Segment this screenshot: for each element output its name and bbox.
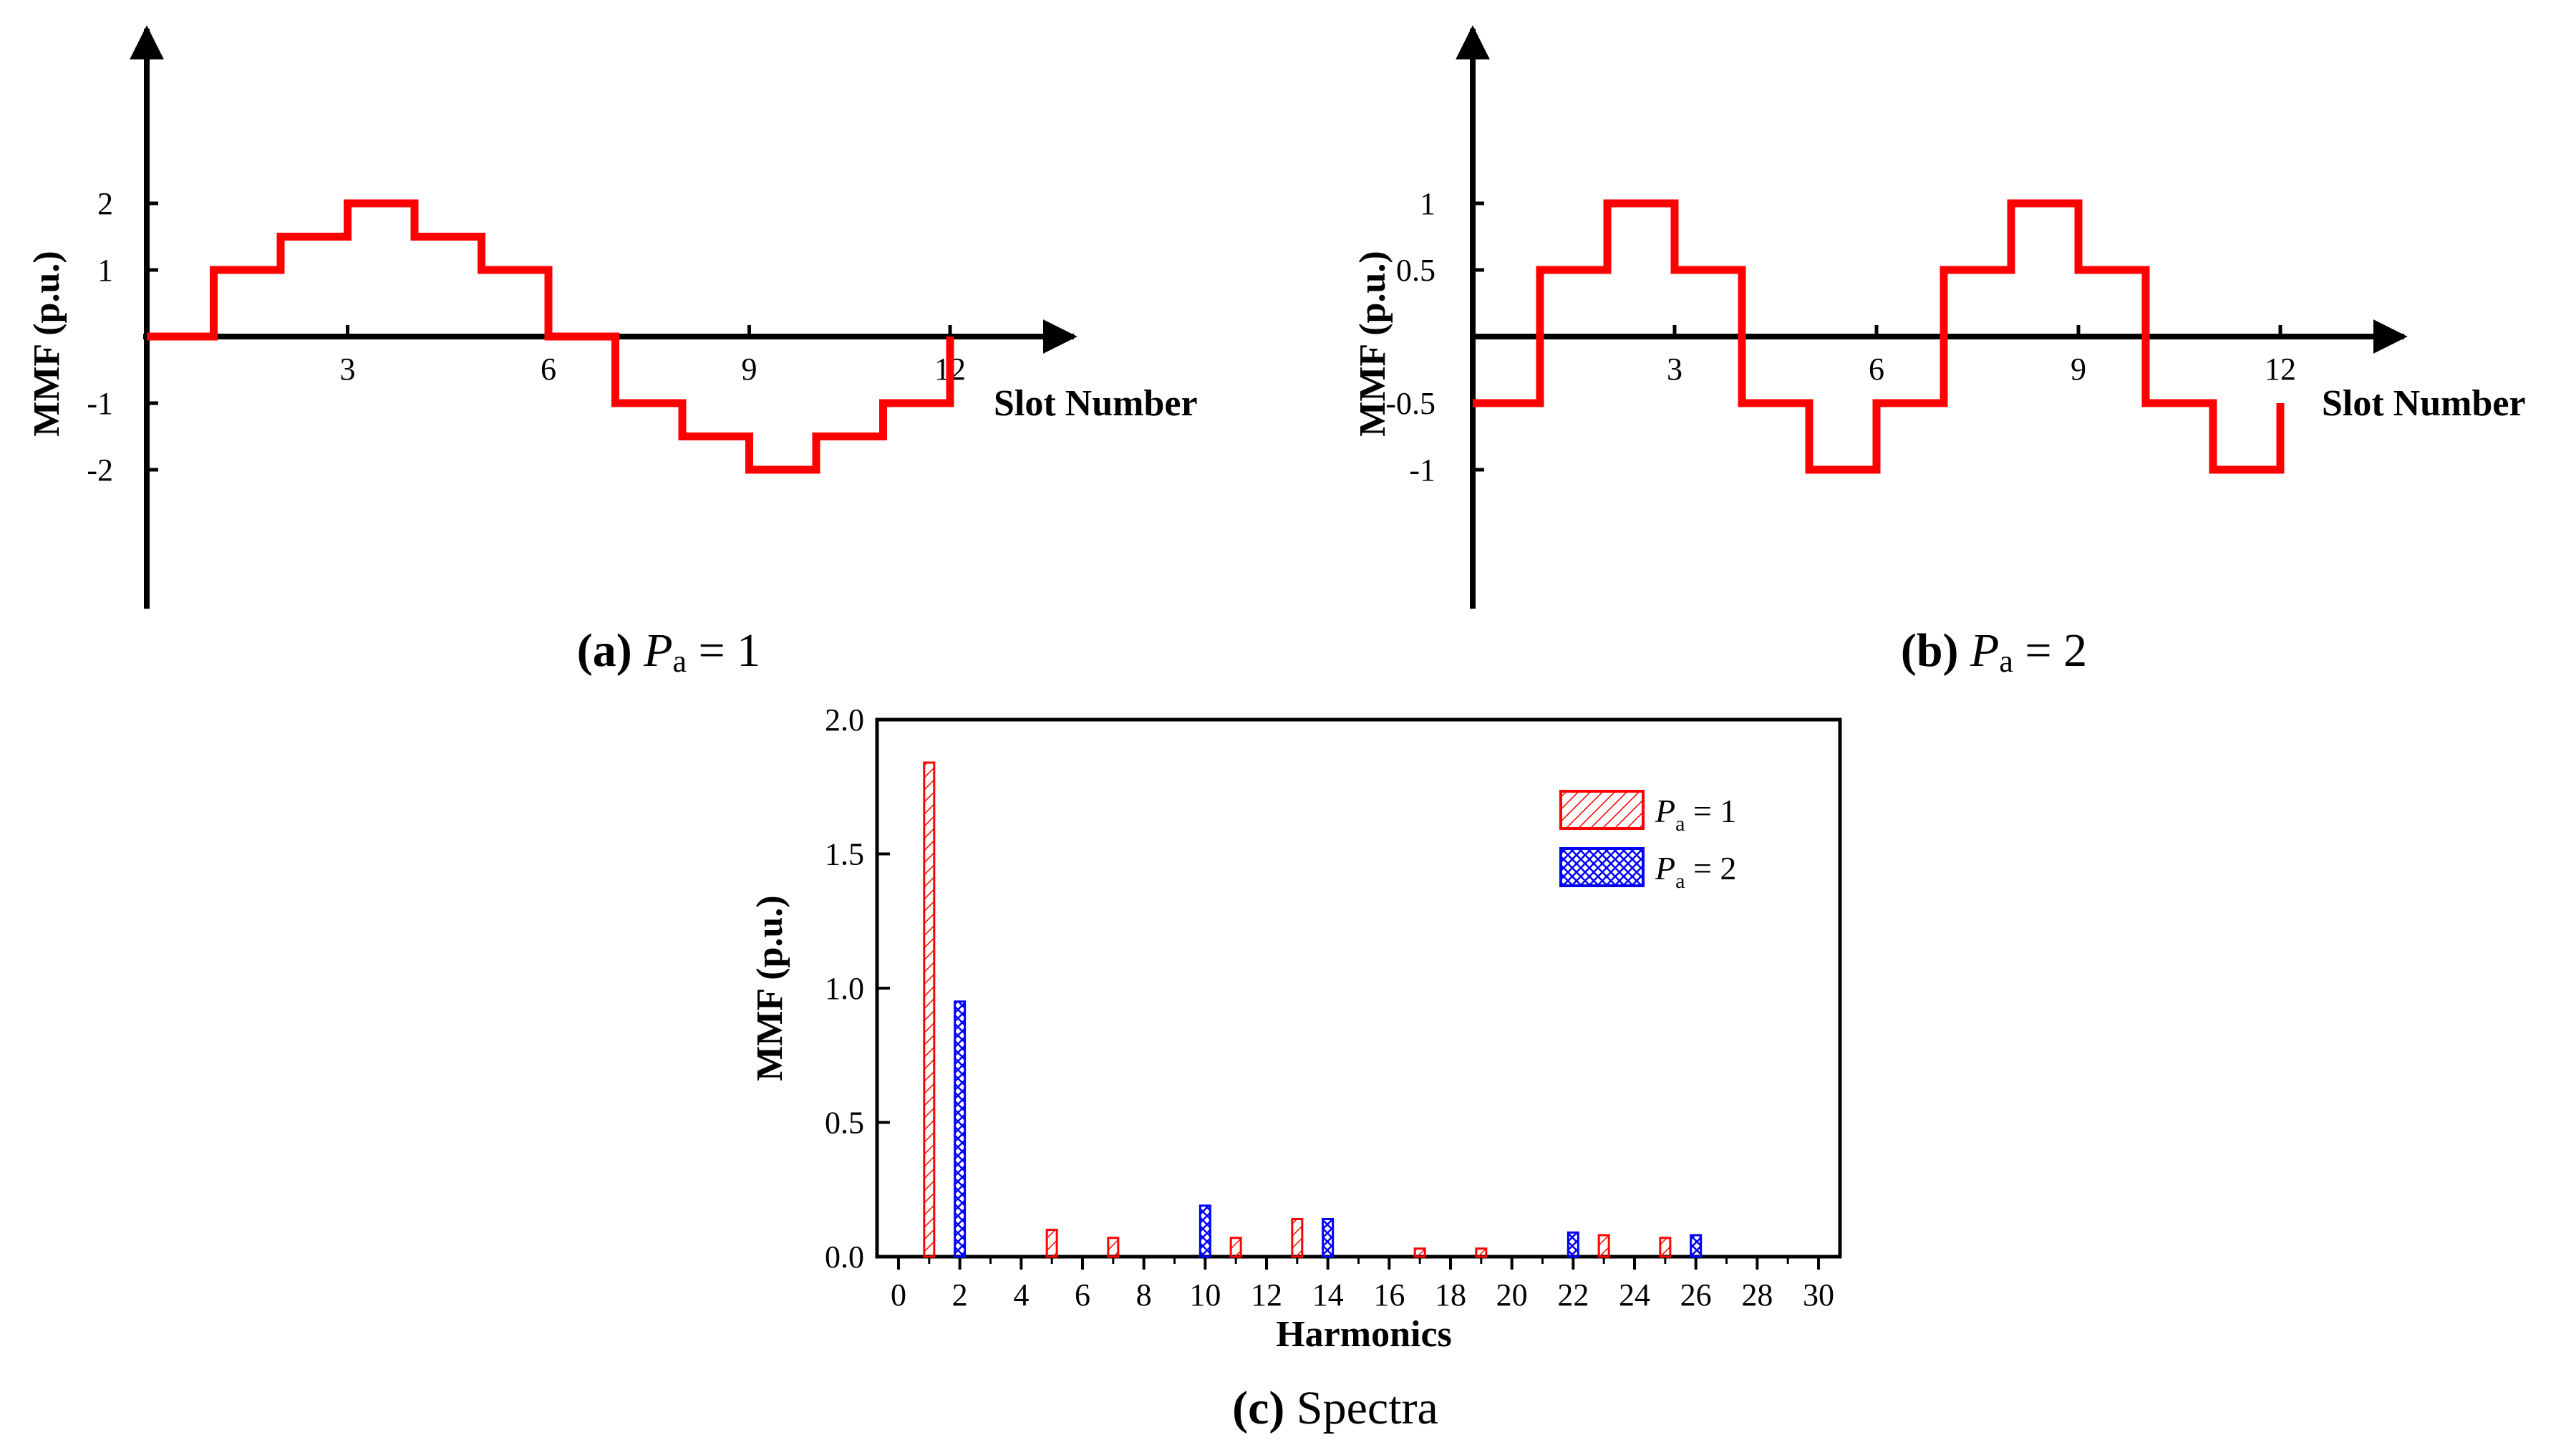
panel-c-y-tick-label: 0.5 xyxy=(825,1106,864,1141)
panel-a-y-tick-label: 1 xyxy=(97,253,113,288)
panel-b-y-tick-label: -0.5 xyxy=(1385,386,1435,421)
panel-c-legend: Pa = 1 Pa = 2 xyxy=(1559,790,1736,893)
bar-pa1-harmonic-19 xyxy=(1475,1247,1488,1258)
panel-b-x-tick-label: 9 xyxy=(2071,352,2086,387)
panel-c-x-tick-label: 24 xyxy=(1619,1277,1650,1313)
panel-c-x-tick-label: 10 xyxy=(1189,1277,1221,1313)
bar-pa2-harmonic-22 xyxy=(1567,1231,1579,1258)
panel-c-x-ticks: 0 2 4 6 8 10 12 14 16 18 20 22 24 26 28 30 xyxy=(891,1257,1834,1313)
panel-a-caption: (a) Pa = 1 xyxy=(577,624,761,679)
panel-c-x-tick-label: 16 xyxy=(1373,1277,1405,1313)
panel-b: 10.5-0.5-1 3 6 9 12 Slot Number MMF (p.u.) … xyxy=(1352,25,2526,679)
panel-c-x-tick-label: 0 xyxy=(891,1277,906,1313)
panel-b-caption-sub: a xyxy=(1999,644,2013,679)
panel-a: 21-1-2 3 6 9 12 Slot Number MMF (p.u.) (a) … xyxy=(26,25,1198,679)
legend-pa2-rest: = 2 xyxy=(1685,850,1736,886)
bar-pa2-harmonic-26 xyxy=(1690,1234,1703,1258)
panel-b-caption-var: P xyxy=(1970,624,1999,677)
bar-pa1-harmonic-17 xyxy=(1413,1247,1426,1258)
legend-pa1-rest: = 1 xyxy=(1685,793,1736,829)
panel-b-caption: (b) Pa = 2 xyxy=(1901,624,2087,679)
panel-b-y-tick-label: 0.5 xyxy=(1396,253,1435,288)
panel-c-x-tick-label: 8 xyxy=(1136,1277,1152,1313)
legend-pa1-var: P xyxy=(1655,793,1675,829)
panel-b-x-tick-label: 6 xyxy=(1869,352,1884,387)
panel-c-bars xyxy=(923,761,1703,1258)
legend-swatch-pa2 xyxy=(1559,847,1645,887)
bar-pa2-harmonic-2 xyxy=(954,1000,967,1258)
panel-a-caption-sub: a xyxy=(673,644,687,679)
panel-c-x-tick-label: 4 xyxy=(1013,1277,1029,1313)
panel-a-x-tick-label: 3 xyxy=(340,352,356,387)
panel-a-y-tick-label: 2 xyxy=(97,186,113,221)
legend-pa1-sub: a xyxy=(1675,812,1685,836)
panel-c-x-tick-label: 28 xyxy=(1741,1277,1773,1313)
panel-b-mmf-step-line xyxy=(1473,199,2285,474)
panel-c-x-tick-label: 18 xyxy=(1435,1277,1466,1313)
panel-a-x-axis-label: Slot Number xyxy=(994,383,1198,424)
panel-b-caption-rest: = 2 xyxy=(2013,624,2087,677)
panel-c-x-tick-label: 12 xyxy=(1251,1277,1282,1313)
panel-c-x-tick-label: 26 xyxy=(1680,1277,1712,1313)
panel-c-y-tick-label: 0.0 xyxy=(825,1239,864,1275)
panel-b-y-tick-label: -1 xyxy=(1409,453,1435,488)
panel-c-x-tick-label: 6 xyxy=(1075,1277,1090,1313)
panel-c-caption-label: (c) xyxy=(1232,1382,1284,1434)
panel-a-y-tick-label: -1 xyxy=(87,386,113,421)
bar-pa1-harmonic-25 xyxy=(1659,1237,1672,1258)
panel-b-caption-label: (b) xyxy=(1901,624,1959,677)
legend-pa2-var: P xyxy=(1655,850,1675,886)
bar-pa1-harmonic-7 xyxy=(1107,1237,1120,1258)
panel-b-y-tick-label: 1 xyxy=(1420,186,1435,221)
panel-c-y-tick-label: 1.5 xyxy=(825,837,864,872)
panel-a-x-tick-label: 6 xyxy=(541,352,556,387)
panel-a-caption-rest: = 1 xyxy=(687,624,760,677)
panel-a-y-tick-label: -2 xyxy=(87,453,113,488)
panel-a-y-axis-label: MMF (p.u.) xyxy=(26,251,67,436)
panel-c-x-tick-label: 30 xyxy=(1803,1277,1834,1313)
panel-c-y-ticks: 0.0 0.5 1.0 1.5 2.0 xyxy=(825,702,890,1275)
panel-c-y-tick-label: 1.0 xyxy=(825,971,864,1006)
bar-pa1-harmonic-11 xyxy=(1229,1237,1242,1258)
panel-b-x-axis-label: Slot Number xyxy=(2322,383,2526,424)
panel-b-y-axis-label: MMF (p.u.) xyxy=(1352,251,1393,436)
panel-c-x-tick-label: 20 xyxy=(1496,1277,1528,1313)
panel-c-y-tick-label: 2.0 xyxy=(825,702,864,738)
panel-c-x-tick-label: 22 xyxy=(1557,1277,1589,1313)
panel-a-caption-label: (a) xyxy=(577,624,632,677)
panel-b-x-tick-label: 12 xyxy=(2265,352,2296,387)
panel-c-x-tick-label: 14 xyxy=(1312,1277,1344,1313)
legend-label-pa1: Pa = 1 xyxy=(1655,793,1736,836)
bar-pa2-harmonic-10 xyxy=(1199,1204,1211,1258)
panel-c-caption-rest: Spectra xyxy=(1284,1382,1438,1434)
panel-c-caption: (c) Spectra xyxy=(1232,1382,1438,1434)
panel-c-x-axis-label: Harmonics xyxy=(1276,1314,1452,1355)
panel-b-y-ticks: 1 0.5 -0.5 -1 xyxy=(1385,186,1484,488)
bar-pa1-harmonic-23 xyxy=(1597,1234,1610,1258)
panel-c: 0.00.51.01.52.0 0 2 4 6 8 10 12 14 16 18 20 22 24 26 2… xyxy=(750,702,1842,1434)
legend-pa2-sub: a xyxy=(1675,869,1685,893)
panel-a-mmf-step-line xyxy=(147,199,954,474)
bar-pa2-harmonic-14 xyxy=(1322,1218,1335,1258)
legend-swatch-pa1 xyxy=(1559,790,1645,830)
bar-pa1-harmonic-1 xyxy=(923,761,936,1258)
panel-c-y-axis-label: MMF (p.u.) xyxy=(750,895,790,1081)
panel-a-x-tick-label: 9 xyxy=(742,352,757,387)
bar-pa1-harmonic-13 xyxy=(1291,1218,1304,1258)
panel-b-x-ticks: 3 6 9 12 xyxy=(1667,325,2296,387)
legend-label-pa2: Pa = 2 xyxy=(1655,850,1736,893)
panel-b-x-tick-label: 3 xyxy=(1667,352,1682,387)
bar-pa1-harmonic-5 xyxy=(1045,1229,1058,1258)
panel-a-caption-var: P xyxy=(643,624,672,677)
panel-a-y-ticks: 2 1 -1 -2 xyxy=(87,186,158,488)
panel-c-x-tick-label: 2 xyxy=(952,1277,968,1313)
